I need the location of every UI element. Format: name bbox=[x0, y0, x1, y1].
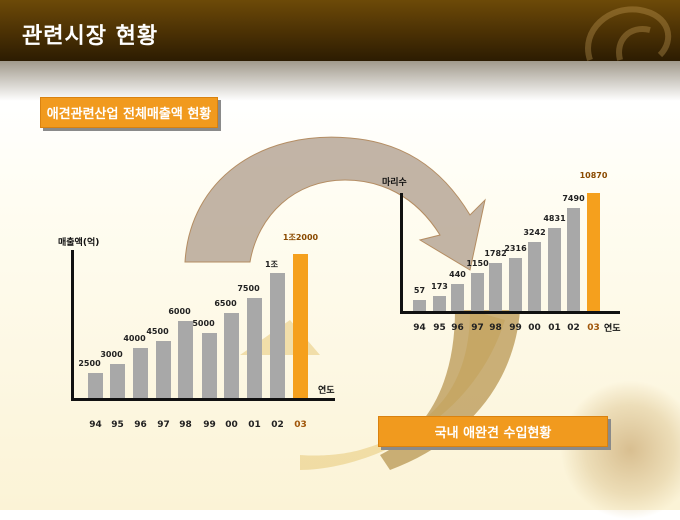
value-label: 6500 bbox=[214, 299, 237, 308]
value-label: 4000 bbox=[123, 334, 146, 343]
bar-02 bbox=[567, 208, 580, 311]
bar-00 bbox=[224, 313, 239, 398]
y-axis bbox=[400, 193, 403, 314]
x-tick-label: 99 bbox=[509, 323, 522, 333]
x-tick-label: 98 bbox=[489, 323, 502, 333]
value-label: 7500 bbox=[237, 284, 260, 293]
value-label: 440 bbox=[449, 270, 466, 279]
bar-02 bbox=[270, 273, 285, 398]
bar-96 bbox=[451, 284, 464, 311]
x-axis bbox=[71, 398, 335, 401]
x-tick-label: 00 bbox=[528, 323, 541, 333]
bar-95 bbox=[433, 296, 446, 311]
bar-98 bbox=[178, 321, 193, 398]
value-label: 57 bbox=[413, 286, 426, 295]
x-tick-label: 03 bbox=[294, 420, 307, 430]
bar-00 bbox=[528, 242, 541, 311]
ornament-icon bbox=[585, 6, 672, 61]
bar-94 bbox=[88, 373, 103, 398]
x-tick-label: 94 bbox=[413, 323, 426, 333]
value-label: 7490 bbox=[562, 194, 585, 203]
value-label: 3242 bbox=[523, 228, 546, 237]
y-axis-label: 마리수 bbox=[382, 178, 407, 188]
y-axis bbox=[71, 250, 74, 401]
x-tick-label: 01 bbox=[548, 323, 561, 333]
upper-arrow bbox=[184, 136, 486, 271]
header-bar bbox=[0, 0, 680, 61]
value-label: 5000 bbox=[192, 319, 215, 328]
x-tick-label: 01 bbox=[248, 420, 261, 430]
value-label: 3000 bbox=[100, 350, 123, 359]
value-label: 2316 bbox=[504, 244, 527, 253]
x-axis-label: 연도 bbox=[318, 386, 335, 396]
x-axis-label: 연도 bbox=[604, 324, 621, 334]
value-label: 10870 bbox=[579, 171, 608, 180]
x-tick-label: 94 bbox=[89, 420, 102, 430]
value-label: 1150 bbox=[466, 259, 489, 268]
sales-banner: 애견관련산업 전체매출액 현황 bbox=[40, 97, 218, 128]
x-tick-label: 02 bbox=[271, 420, 284, 430]
x-tick-label: 98 bbox=[179, 420, 192, 430]
bar-97 bbox=[156, 341, 171, 398]
bar-01 bbox=[548, 228, 561, 311]
bar-96 bbox=[133, 348, 148, 398]
dog-photo bbox=[560, 380, 680, 520]
bar-01 bbox=[247, 298, 262, 398]
bar-03 bbox=[587, 193, 600, 311]
bar-03 bbox=[293, 254, 308, 398]
x-tick-label: 97 bbox=[157, 420, 170, 430]
value-label: 6000 bbox=[168, 307, 191, 316]
value-label: 1조2000 bbox=[282, 233, 319, 242]
x-tick-label: 02 bbox=[567, 323, 580, 333]
x-axis bbox=[400, 311, 620, 314]
y-axis-label: 매출액(억) bbox=[58, 238, 100, 248]
x-tick-label: 99 bbox=[203, 420, 216, 430]
page-title: 관련시장 현황 bbox=[22, 24, 159, 49]
bar-97 bbox=[471, 273, 484, 311]
x-tick-label: 96 bbox=[451, 323, 464, 333]
x-tick-label: 03 bbox=[587, 323, 600, 333]
value-label: 1782 bbox=[484, 249, 507, 258]
header-shadow bbox=[0, 61, 680, 101]
bar-99 bbox=[202, 333, 217, 398]
bar-95 bbox=[110, 364, 125, 398]
value-label: 2500 bbox=[78, 359, 101, 368]
value-label: 1조 bbox=[265, 260, 278, 269]
value-label: 4500 bbox=[146, 327, 169, 336]
value-label: 173 bbox=[431, 282, 448, 291]
x-tick-label: 00 bbox=[225, 420, 238, 430]
x-tick-label: 95 bbox=[433, 323, 446, 333]
x-tick-label: 96 bbox=[134, 420, 147, 430]
bar-99 bbox=[509, 258, 522, 311]
bar-98 bbox=[489, 263, 502, 311]
x-tick-label: 95 bbox=[111, 420, 124, 430]
imports-banner: 국내 애완견 수입현황 bbox=[378, 416, 608, 447]
x-tick-label: 97 bbox=[471, 323, 484, 333]
bar-94 bbox=[413, 300, 426, 311]
value-label: 4831 bbox=[543, 214, 566, 223]
